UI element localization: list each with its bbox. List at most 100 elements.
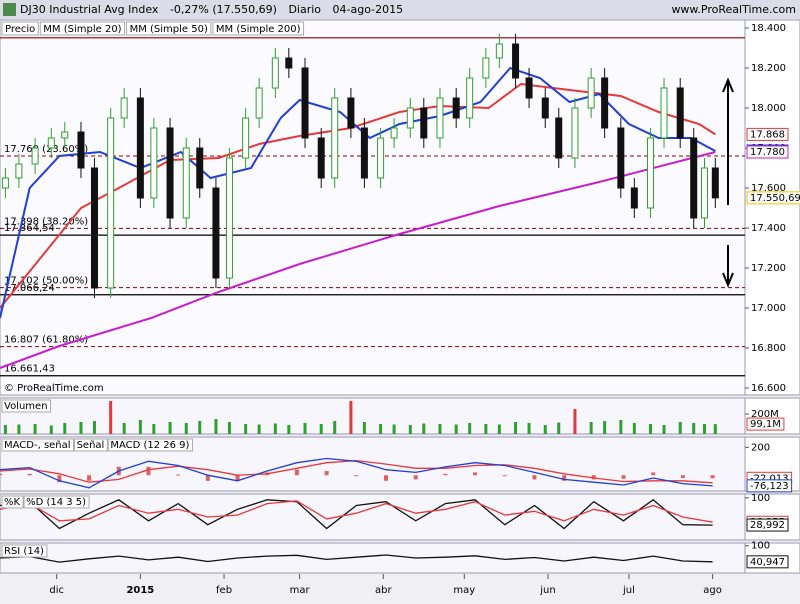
app-icon bbox=[3, 3, 16, 16]
volume-bar bbox=[198, 421, 202, 434]
volume-bar bbox=[109, 401, 113, 434]
pane-background bbox=[0, 19, 746, 396]
histogram-bar bbox=[235, 475, 240, 481]
candle-body bbox=[212, 187, 220, 279]
up-arrow bbox=[722, 77, 734, 205]
candle-body bbox=[676, 87, 684, 139]
legend-entry: MM (Simple 20) bbox=[43, 24, 121, 35]
volume-bar bbox=[703, 424, 707, 434]
y-tick-label: 18.400 bbox=[751, 23, 786, 34]
volume-bar bbox=[273, 423, 277, 434]
histogram-bar bbox=[502, 475, 507, 477]
y-tick-label: 18.000 bbox=[751, 103, 786, 114]
header-text: DJ30 Industrial Avg Index -0,27% (17.550… bbox=[20, 3, 403, 16]
candle-body bbox=[452, 97, 460, 119]
histogram-bar bbox=[591, 475, 596, 480]
candle-body bbox=[360, 127, 368, 179]
level-label: 17.066,24 bbox=[4, 283, 55, 294]
y-tick-label: 200 bbox=[751, 442, 770, 453]
legend-entry: RSI (14) bbox=[4, 546, 44, 557]
legend-entry: %K bbox=[4, 497, 21, 508]
volume-bar bbox=[557, 422, 561, 434]
candle-body bbox=[711, 167, 719, 199]
indicator-line bbox=[0, 459, 713, 484]
volume-bar bbox=[543, 425, 547, 434]
volume-bar bbox=[484, 424, 488, 434]
histogram-bar bbox=[0, 473, 2, 476]
legend-box bbox=[1, 544, 48, 558]
x-tick-label: jun bbox=[539, 585, 555, 596]
histogram-bar bbox=[146, 466, 151, 476]
y-tick-label: 16.600 bbox=[751, 383, 786, 394]
volume-bar bbox=[632, 423, 636, 434]
candle-body bbox=[512, 43, 520, 79]
level-label: 17.760 (23.60%) bbox=[4, 144, 88, 155]
volume-bar bbox=[303, 423, 307, 434]
value-marker bbox=[746, 145, 789, 159]
histogram-bar bbox=[176, 474, 181, 476]
volume-bar bbox=[79, 422, 83, 434]
histogram-bar bbox=[354, 475, 359, 477]
value-marker-label: 40,947 bbox=[750, 557, 785, 568]
candle-body bbox=[271, 57, 279, 89]
value-marker bbox=[746, 191, 800, 205]
candle-body bbox=[555, 117, 563, 159]
candle-body bbox=[166, 127, 174, 219]
moving-average bbox=[0, 66, 716, 319]
indicator-line bbox=[0, 554, 713, 563]
candle-body bbox=[1, 177, 9, 189]
legend-box bbox=[126, 21, 212, 36]
candle-body bbox=[630, 187, 638, 209]
histogram-bar bbox=[324, 471, 329, 476]
volume-bar bbox=[603, 421, 607, 434]
legend-entry: MACD (12 26 9) bbox=[110, 440, 189, 451]
value-marker-label: -22,013 bbox=[750, 473, 789, 484]
y-tick-label: 16.800 bbox=[751, 343, 786, 354]
y-tick-label: 17.400 bbox=[751, 223, 786, 234]
volume-bar bbox=[692, 423, 696, 434]
volume-bar bbox=[17, 424, 21, 434]
x-tick-label: may bbox=[453, 585, 475, 596]
change: -0,27% (17.550,69) bbox=[170, 3, 277, 16]
candle-body bbox=[196, 147, 204, 189]
histogram-bar bbox=[27, 473, 32, 476]
histogram-bar bbox=[443, 473, 448, 476]
panes: 18.40018.20018.00017.80017.60017.40017.2… bbox=[0, 19, 800, 596]
value-marker-label: 17.780 bbox=[750, 147, 785, 158]
candle-body bbox=[647, 137, 655, 209]
copyright: © ProRealTime.com bbox=[4, 383, 104, 394]
volume-bar bbox=[287, 425, 291, 434]
volume-bar bbox=[244, 424, 248, 434]
value-marker-label: 99,1M bbox=[750, 419, 781, 430]
x-tick-label: mar bbox=[290, 585, 311, 596]
y-tick-label: 17.600 bbox=[751, 183, 786, 194]
value-marker-label: 17.868 bbox=[750, 129, 785, 140]
candle-body bbox=[120, 97, 128, 119]
legend-box bbox=[23, 495, 90, 509]
candle-body bbox=[301, 67, 309, 139]
indicator-line bbox=[0, 500, 713, 523]
period: Diario bbox=[288, 3, 321, 16]
candle-body bbox=[617, 127, 625, 189]
x-tick-label: jul bbox=[622, 585, 635, 596]
volume-bar bbox=[468, 423, 472, 434]
indicator-line bbox=[0, 498, 713, 530]
value-marker bbox=[746, 555, 789, 569]
volume-bar bbox=[678, 422, 682, 434]
candle-body bbox=[15, 163, 23, 179]
histogram-bar bbox=[651, 472, 656, 476]
candle-body bbox=[701, 167, 709, 219]
y-tick-label: 18.200 bbox=[751, 63, 786, 74]
y-tick-label: 100 bbox=[751, 493, 770, 504]
legend-entry: MACD-, señal bbox=[4, 440, 71, 451]
candle-body bbox=[571, 107, 579, 159]
legend-box bbox=[212, 21, 305, 36]
indicator-line bbox=[0, 457, 713, 489]
histogram-bar bbox=[710, 475, 715, 479]
level-label: 17.398 (38.20%) bbox=[4, 216, 88, 227]
candle-body bbox=[587, 77, 595, 109]
candle-body bbox=[495, 43, 503, 59]
volume-bar bbox=[214, 419, 218, 434]
histogram-bar bbox=[205, 475, 210, 481]
volume-bar bbox=[3, 425, 7, 434]
